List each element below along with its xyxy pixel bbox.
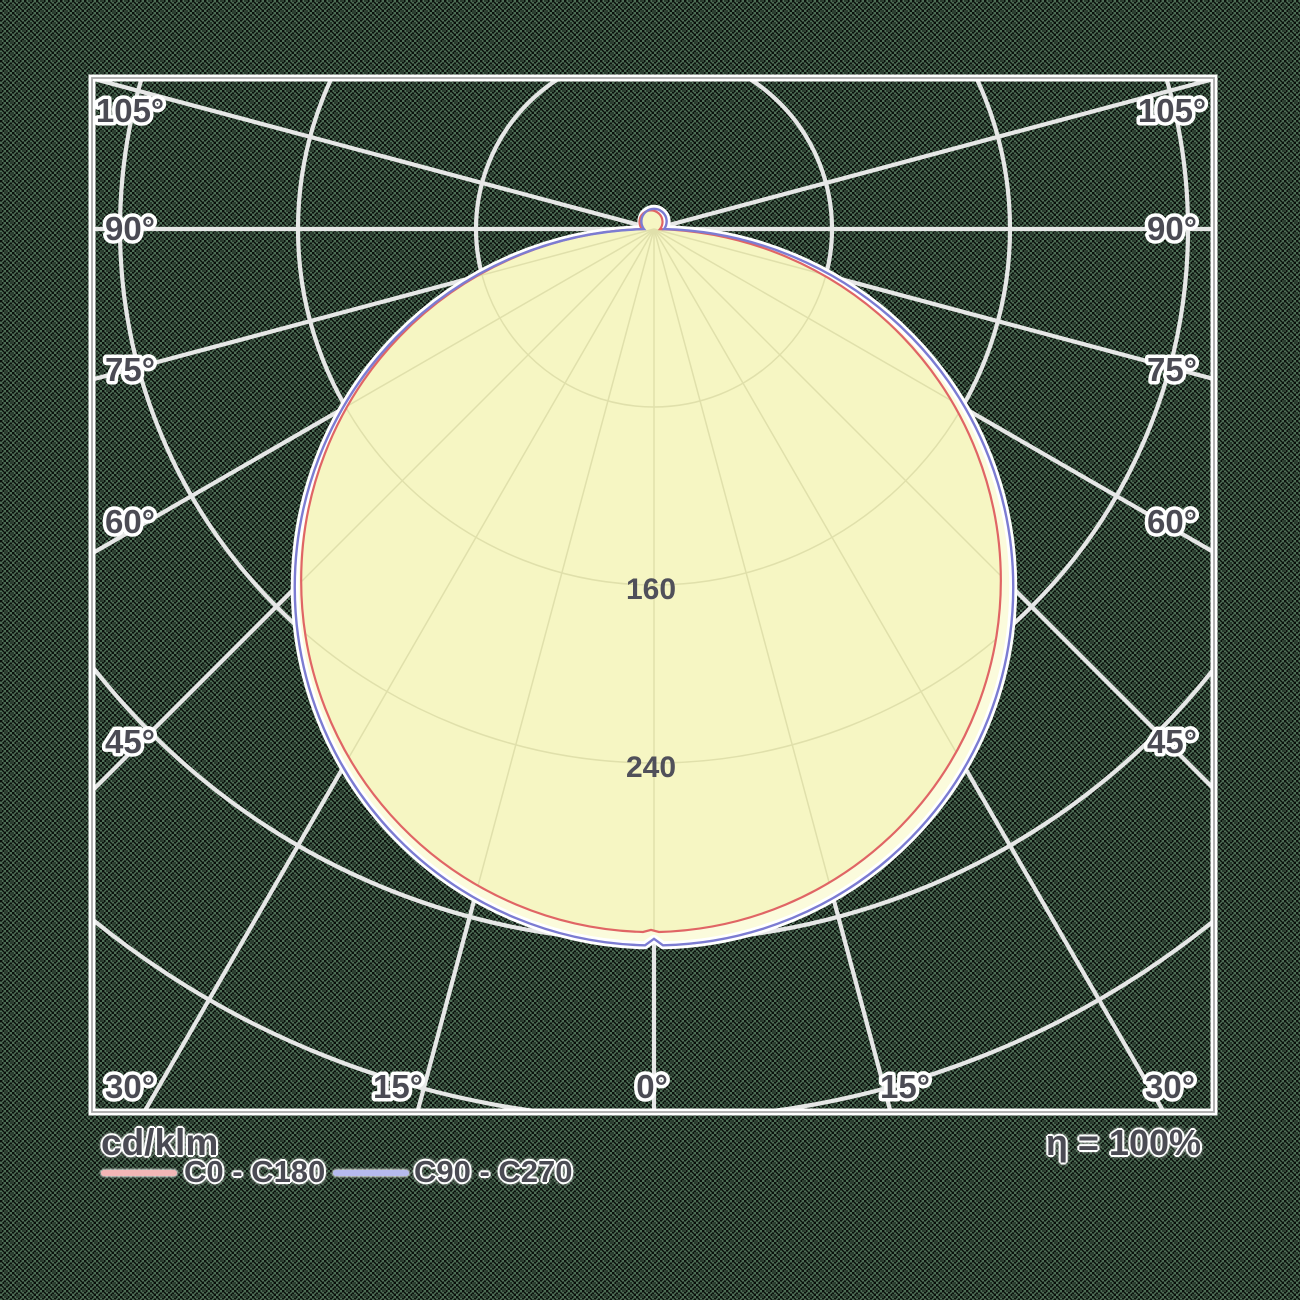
inner-grid-ray: [301, 228, 655, 792]
angle-label-right-90°: 90°: [1147, 210, 1197, 247]
inner-grid-ray: [416, 228, 655, 933]
distribution-fill: [301, 210, 1001, 933]
angle-label-bottom-0-30°: 30°: [105, 1068, 155, 1105]
legend-label-c90-c270: C90 - C270: [414, 1154, 573, 1189]
angle-labels: 105° 105° 90° 90° 75° 75° 60° 60° 45° 45° 30° 15° 0°…: [92, 89, 1209, 1109]
inner-grid-ray: [653, 228, 1001, 553]
ring-value-label-160: 160: [626, 573, 676, 606]
legend-swatch-c0-c180: [101, 1170, 177, 1176]
angle-label-right-105°: 105°: [1138, 92, 1206, 129]
inner-grid-ring: [301, 210, 1001, 586]
unit-label: cd/klm: [101, 1122, 219, 1163]
plot-frame-line: [91, 77, 1215, 1113]
ring-value-label-240: 240: [626, 751, 676, 784]
inner-grid-ray: [653, 228, 892, 933]
legend-swatch-c90-c270: [333, 1170, 409, 1176]
angle-label-bottom-2-0°: 0°: [636, 1068, 668, 1105]
angle-label-bottom-3-15°: 15°: [880, 1068, 930, 1105]
curve-c90-c270: [293, 207, 1015, 947]
angle-label-right-75°: 75°: [1147, 351, 1197, 388]
angle-label-left-90°: 90°: [105, 210, 155, 247]
inner-grid-ray: [653, 228, 1001, 933]
efficiency-label: η = 100%: [1045, 1122, 1201, 1163]
angle-label-left-75°: 75°: [105, 351, 155, 388]
grid-ray-105: [653, 80, 1212, 232]
angle-label-right-45°: 45°: [1147, 723, 1197, 760]
curve-c0-c180: [300, 209, 1002, 934]
angle-label-right-60°: 60°: [1147, 503, 1197, 540]
inner-grid-ray: [301, 228, 655, 933]
angle-label-bottom-1-15°: 15°: [373, 1068, 423, 1105]
angle-label-bottom-4-30°: 30°: [1145, 1068, 1195, 1105]
inner-grid-ring: [301, 210, 1001, 764]
grid-ray--105: [94, 80, 655, 232]
inner-grid-ray: [301, 228, 655, 555]
legend-label-c0-c180: C0 - C180: [184, 1154, 326, 1189]
inner-grid-ray: [653, 228, 1001, 790]
angle-label-left-45°: 45°: [105, 723, 155, 760]
angle-label-left-60°: 60°: [105, 503, 155, 540]
angle-label-left-105°: 105°: [96, 92, 164, 129]
